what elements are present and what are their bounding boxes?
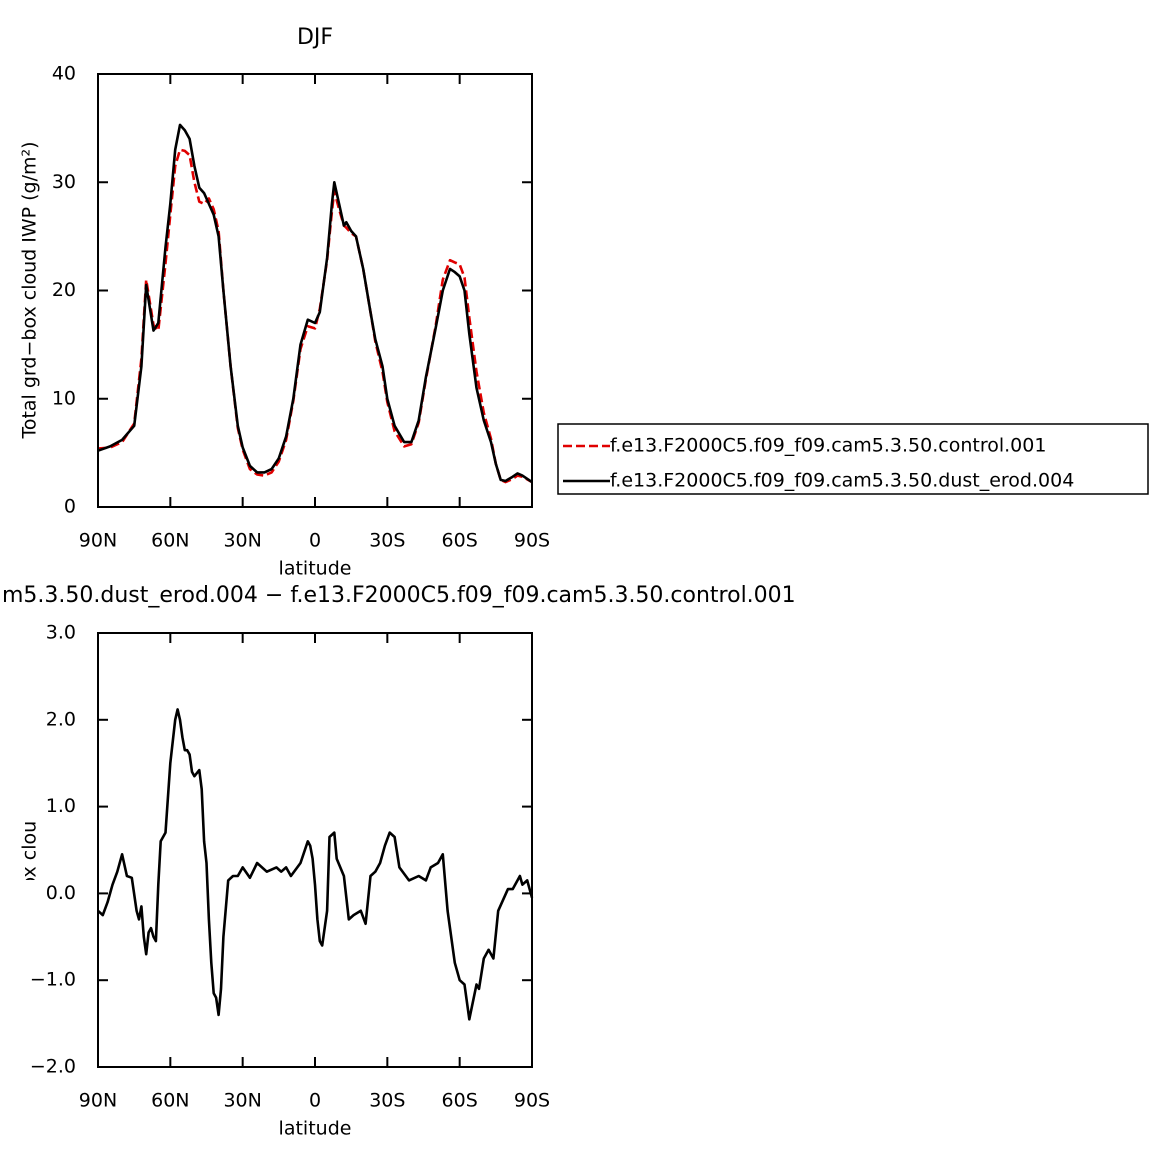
y-tick-label: 3.0 [46,622,76,644]
x-tick-label: 60S [442,1090,478,1112]
legend-box [557,423,1149,495]
plot-frame [97,73,533,508]
data-line [97,123,533,484]
x-tick-label: 60S [442,530,478,552]
plot-frame [97,632,533,1068]
y-tick-label: 2.0 [46,708,76,730]
x-tick-label: 0 [309,1090,321,1112]
y-tick-label: 0 [64,496,76,518]
y-tick-label: 1.0 [46,795,76,817]
legend-label: f.e13.F2000C5.f09_f09.cam5.3.50.dust_ero… [610,470,1074,492]
x-tick-label: 90N [79,530,117,552]
y-tick-label: 20 [52,279,76,301]
x-tick-label: 60N [151,1090,189,1112]
y-tick-label: 30 [52,171,76,193]
x-tick-label: 90N [79,1090,117,1112]
y-tick-label: 10 [52,387,76,409]
legend-label: f.e13.F2000C5.f09_f09.cam5.3.50.control.… [610,435,1046,457]
chart-title: DJF [297,25,333,50]
x-tick-label: 60N [151,530,189,552]
y-tick-label: 0.0 [46,882,76,904]
y-axis-label: Total grd−box cloud IWP (g/m²) [19,701,41,999]
legend: f.e13.F2000C5.f09_f09.cam5.3.50.control.… [557,423,1149,495]
x-tick-label: 90S [514,530,550,552]
x-axis-label: latitude [279,558,352,580]
chart-title: m5.3.50.dust_erod.004 − f.e13.F2000C5.f0… [2,583,796,608]
y-tick-label: 40 [52,63,76,85]
y-tick-label: −2.0 [30,1056,76,1078]
x-tick-label: 30S [369,530,405,552]
y-axis-label: Total grd−box cloud IWP (g/m²) [19,141,41,439]
x-tick-label: 30N [223,1090,261,1112]
data-line [97,708,534,1021]
x-tick-label: 30N [223,530,261,552]
x-tick-label: 90S [514,1090,550,1112]
x-tick-label: 0 [309,530,321,552]
y-tick-label: −1.0 [30,969,76,991]
x-axis-label: latitude [279,1118,352,1140]
x-tick-label: 30S [369,1090,405,1112]
